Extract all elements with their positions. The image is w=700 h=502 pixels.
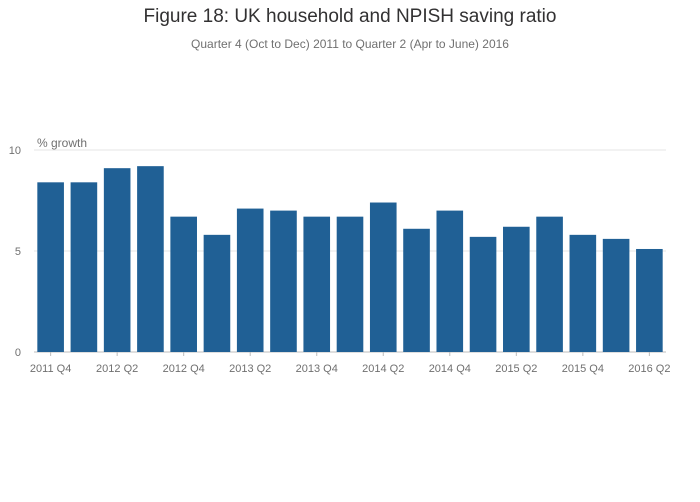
bar-2014-q2[interactable] [369,202,397,352]
x-tick-label: 2015 Q2 [495,363,537,375]
bar-2016-q1[interactable] [602,238,630,352]
x-tick-label: 2014 Q2 [362,363,404,375]
x-tick-label: 2013 Q2 [229,363,271,375]
bar-2015-q1[interactable] [469,236,497,352]
y-tick-label: 10 [9,145,21,157]
bar-2011-q4[interactable] [37,182,64,352]
x-tick-label: 2011 Q4 [30,363,71,375]
bar-2012-q2[interactable] [103,168,131,352]
x-tick-label: 2013 Q4 [296,363,338,375]
bar-2015-q3[interactable] [536,216,563,352]
bar-2013-q1[interactable] [203,234,231,352]
y-tick-label: 0 [15,347,21,359]
chart-subtitle: Quarter 4 (Oct to Dec) 2011 to Quarter 2… [191,37,509,51]
bar-2014-q1[interactable] [336,216,364,352]
x-tick-label: 2014 Q4 [429,363,471,375]
bar-2014-q4[interactable] [436,210,464,352]
bar-2013-q3[interactable] [270,210,297,352]
bar-2015-q2[interactable] [503,226,530,352]
bar-2013-q4[interactable] [303,216,331,352]
y-axis-label: % growth [37,136,87,150]
y-tick-label: 5 [15,246,21,258]
x-axis-ticks: 2011 Q4 2012 Q2 2012 Q4 2013 Q2 2013 Q4 2014 … [30,352,670,375]
x-tick-label: 2015 Q4 [562,363,604,375]
bar-2012-q3[interactable] [137,166,164,352]
bar-2014-q3[interactable] [403,228,430,352]
bar-2012-q4[interactable] [170,216,197,352]
x-tick-label: 2012 Q2 [96,363,138,375]
bar-2015-q4[interactable] [569,234,597,352]
bar-2012-q1[interactable] [70,182,98,352]
bar-2013-q2[interactable] [236,208,264,352]
chart-title: Figure 18: UK household and NPISH saving… [143,6,557,27]
x-tick-label: 2016 Q2 [628,363,670,375]
x-tick-label: 2012 Q4 [163,363,205,375]
y-axis-ticks: 0 5 10 [9,145,21,359]
bars [37,166,663,352]
bar-2016-q2[interactable] [636,248,663,352]
